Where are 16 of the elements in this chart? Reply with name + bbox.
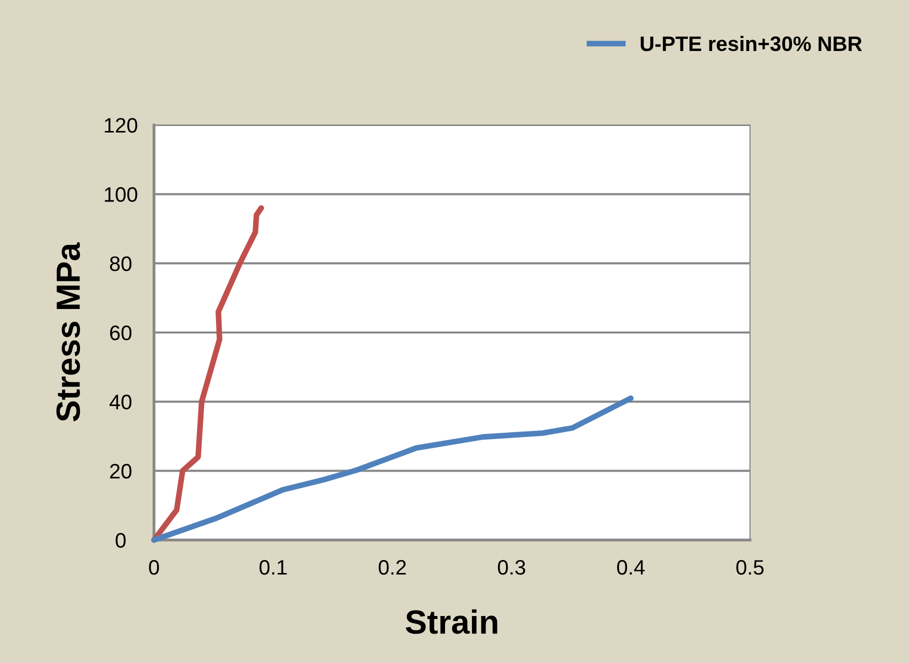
y-tick-label: 0: [116, 533, 126, 548]
y-tick-label: 120: [104, 118, 138, 133]
y-tick-label: 80: [110, 256, 132, 272]
legend-label: U-PTE resin+30% NBR: [640, 36, 862, 52]
x-tick-label: 0.5: [736, 560, 764, 575]
x-tick-label: 0.2: [378, 560, 406, 575]
x-axis-title: Strain: [406, 609, 498, 634]
y-tick-label: 100: [104, 187, 138, 202]
x-tick-label: 0: [149, 560, 159, 575]
x-tick-label: 0.1: [260, 560, 287, 575]
y-tick-label: 40: [110, 394, 132, 410]
y-tick-label: 60: [110, 326, 132, 340]
y-tick-label: 20: [110, 464, 132, 479]
x-tick-label: 0.4: [617, 560, 645, 575]
x-tick-label: 0.3: [498, 560, 526, 575]
y-axis-title: Stress MPa: [56, 242, 80, 422]
